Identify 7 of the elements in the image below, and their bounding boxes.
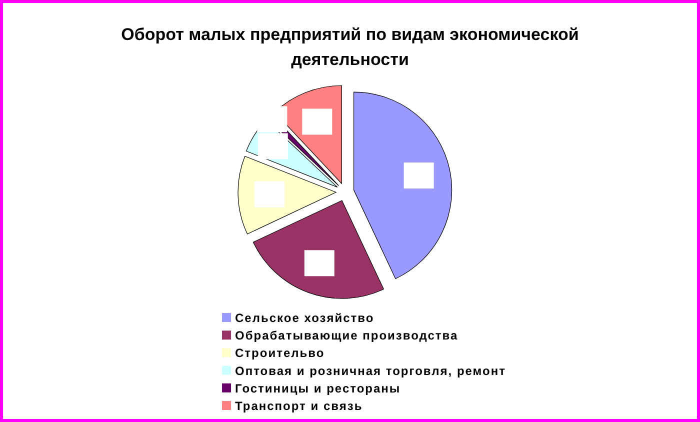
legend-label: Обрабатывающие производства (235, 328, 458, 343)
legend-label: Оптовая и розничная торговля, ремонт (235, 364, 506, 378)
chart-title: Оборот малых предприятий по видам экономической деятельности (121, 25, 579, 69)
legend-label: Строительво (235, 346, 325, 360)
legend-label: Транспорт и связь (235, 399, 363, 413)
legend-label: Сельское хозяйство (235, 311, 374, 325)
legend-label: Гостиницы и рестораны (235, 381, 401, 396)
